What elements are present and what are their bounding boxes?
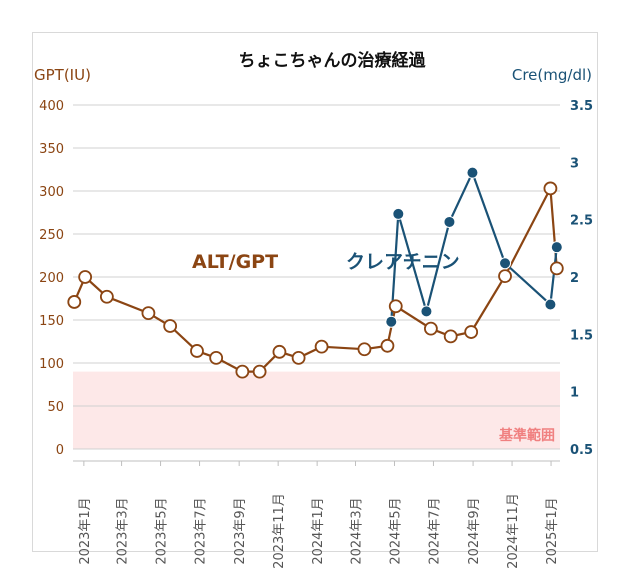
y-right-tick-label: 1.5: [570, 328, 593, 343]
gpt-point: [99, 289, 114, 304]
gpt-point: [498, 269, 512, 284]
gpt-point: [235, 364, 250, 379]
series-line: [390, 169, 558, 322]
cre-point: [466, 166, 479, 179]
x-tick-label: 2023年9月: [233, 497, 248, 564]
y-right-axis-label: Cre(mg/dl): [512, 66, 592, 84]
y-left-tick-label: 100: [39, 357, 64, 372]
gpt-point: [543, 181, 558, 196]
y-left-tick-label: 300: [39, 185, 64, 200]
cre-series-label: クレアチニン: [346, 251, 460, 273]
chart-frame: [32, 32, 598, 552]
y-left-tick-label: 400: [39, 99, 64, 114]
gpt-point: [424, 321, 438, 336]
x-tick-label: 2024年1月: [311, 497, 326, 564]
y-right-tick-label: 1: [570, 386, 579, 401]
gpt-point: [443, 329, 458, 344]
x-tick-label: 2024年5月: [388, 497, 403, 564]
gpt-point: [380, 338, 395, 353]
y-right-tick-label: 3: [570, 156, 579, 171]
gpt-point: [464, 325, 479, 339]
y-left-tick-label: 150: [39, 314, 64, 329]
gpt-point: [78, 270, 93, 284]
cre-point: [392, 207, 405, 220]
y-right-tick-label: 2: [570, 271, 579, 286]
x-tick-label: 2024年3月: [349, 497, 364, 564]
gpt-point: [388, 299, 403, 314]
x-tick-label: 2025年1月: [545, 497, 560, 564]
y-right-tick-label: 3.5: [570, 99, 593, 114]
y-left-tick-label: 250: [39, 228, 64, 243]
x-tick-label: 2024年11月: [506, 493, 521, 569]
y-left-tick-label: 50: [47, 400, 64, 415]
x-tick-label: 2023年1月: [78, 497, 93, 564]
x-tick-label: 2023年7月: [194, 497, 209, 564]
x-tick-label: 2023年3月: [116, 497, 131, 564]
y-left-axis-label: GPT(IU): [34, 66, 91, 84]
y-right-tick-label: 0.5: [570, 443, 593, 458]
gpt-point: [549, 261, 564, 276]
gpt-point: [163, 319, 178, 333]
gpt-point: [272, 344, 287, 359]
gpt-point: [141, 306, 156, 321]
gpt-point: [314, 339, 329, 354]
y-left-tick-label: 0: [56, 443, 64, 458]
cre-point: [420, 305, 433, 318]
gpt-series-label: ALT/GPT: [192, 251, 278, 273]
gpt-point: [209, 350, 224, 365]
cre-point: [544, 298, 557, 311]
gpt-point: [252, 364, 267, 379]
cre-point: [499, 257, 512, 270]
reference-band: [73, 371, 560, 449]
gpt-point: [357, 342, 372, 357]
x-tick-label: 2023年11月: [272, 493, 287, 569]
y-left-tick-label: 350: [39, 142, 64, 157]
chart-title: ちょこちゃんの治療経過: [239, 50, 427, 71]
cre-point: [443, 215, 456, 228]
cre-point: [385, 315, 398, 328]
gpt-point: [190, 344, 204, 358]
gpt-point: [67, 295, 82, 309]
x-tick-label: 2023年5月: [155, 497, 170, 564]
reference-band-label: 基準範囲: [499, 427, 555, 444]
x-tick-label: 2024年7月: [427, 497, 442, 564]
y-right-tick-label: 2.5: [570, 214, 593, 229]
cre-point: [550, 241, 563, 254]
gpt-point: [291, 350, 306, 365]
y-left-tick-label: 200: [39, 271, 64, 286]
x-tick-label: 2024年9月: [467, 497, 482, 564]
